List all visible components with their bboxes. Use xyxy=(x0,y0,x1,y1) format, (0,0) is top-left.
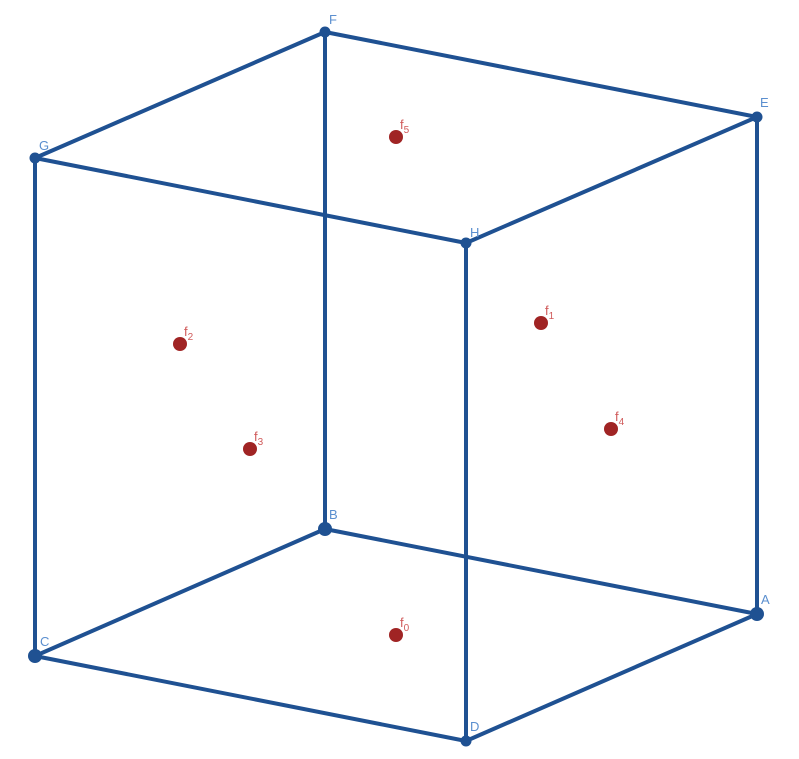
edge-bc xyxy=(33,527,327,658)
face-center-label: f0 xyxy=(400,615,410,634)
edge-cd xyxy=(33,654,468,743)
vertex-point xyxy=(29,152,41,164)
vertex-point xyxy=(28,649,42,663)
vertex-label: D xyxy=(470,719,479,734)
face-center-label: f4 xyxy=(615,409,625,428)
edge-he xyxy=(464,115,759,245)
face-center-label: f3 xyxy=(254,429,264,448)
vertex-point xyxy=(460,735,472,747)
face-center-label: f1 xyxy=(545,303,555,322)
face-center-f2: f2 xyxy=(173,324,194,351)
vertex-label: A xyxy=(761,592,770,607)
face-center-f4: f4 xyxy=(604,409,625,436)
face-center-f0: f0 xyxy=(389,615,410,642)
face-center-f1: f1 xyxy=(534,303,555,330)
face-center-point xyxy=(389,628,403,642)
face-center-point xyxy=(173,337,187,351)
vertices: A B C D E F G H xyxy=(28,12,770,747)
vertex-point xyxy=(319,26,331,38)
face-center-point xyxy=(389,130,403,144)
vertex-c: C xyxy=(28,634,49,663)
vertex-e: E xyxy=(751,95,769,123)
vertex-d: D xyxy=(460,719,479,747)
vertex-g: G xyxy=(29,138,49,164)
face-center-point xyxy=(534,316,548,330)
edge-ab xyxy=(323,527,759,616)
face-center-f5: f5 xyxy=(389,117,410,144)
vertex-label: G xyxy=(39,138,49,153)
vertex-h: H xyxy=(460,225,479,249)
edge-gh xyxy=(33,156,468,245)
vertex-b: B xyxy=(318,507,338,536)
vertex-a: A xyxy=(750,592,770,621)
face-center-point xyxy=(604,422,618,436)
vertex-label: E xyxy=(760,95,769,110)
vertex-label: H xyxy=(470,225,479,240)
vertex-point xyxy=(750,607,764,621)
face-center-point xyxy=(243,442,257,456)
vertex-point xyxy=(751,111,763,123)
face-center-f3: f3 xyxy=(243,429,264,456)
edge-da xyxy=(464,612,759,743)
vertex-point xyxy=(460,237,472,249)
vertex-point xyxy=(318,522,332,536)
face-center-label: f2 xyxy=(184,324,194,343)
edge-fg xyxy=(33,30,327,160)
edges xyxy=(33,30,759,743)
vertex-label: B xyxy=(329,507,338,522)
face-center-label: f5 xyxy=(400,117,410,136)
edge-ef xyxy=(323,30,759,119)
vertex-label: F xyxy=(329,12,337,27)
face-centers: f0 f1 f2 f3 f4 f5 xyxy=(173,117,625,642)
vertex-label: C xyxy=(40,634,49,649)
vertex-f: F xyxy=(319,12,337,38)
